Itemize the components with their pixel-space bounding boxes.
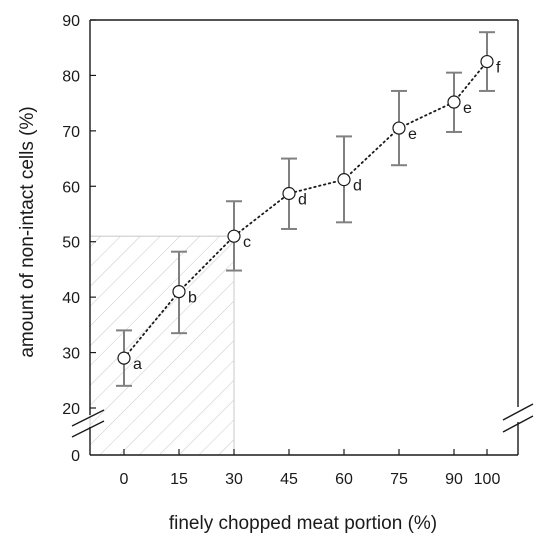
y-tick-label: 30 — [62, 346, 80, 363]
x-tick-label: 30 — [225, 471, 243, 488]
x-tick-label: 60 — [335, 471, 353, 488]
right-axis-break-mark — [502, 415, 534, 433]
x-tick-label: 75 — [390, 471, 408, 488]
data-point — [392, 121, 406, 135]
y-tick-label: 70 — [62, 124, 80, 141]
point-label: e — [408, 126, 417, 143]
data-point-layer — [117, 54, 494, 365]
right-axis-break-mark — [502, 403, 534, 421]
data-point — [172, 285, 186, 299]
point-label-layer: a b c d d e e f — [133, 60, 501, 374]
data-point — [447, 95, 461, 109]
point-label: d — [298, 191, 307, 208]
data-point — [480, 54, 494, 69]
point-label: b — [188, 290, 197, 307]
y-tick-label: 80 — [62, 68, 80, 85]
data-point — [117, 351, 131, 365]
x-tick-label: 100 — [474, 471, 501, 488]
tick-label-layer: 0 20 30 40 50 60 70 80 90 0 15 30 45 60 75 90 100 — [62, 13, 500, 488]
y-tick-label: 50 — [62, 235, 80, 252]
y-axis-title: amount of non-intact cells (%) — [17, 106, 38, 357]
shaded-region — [89, 235, 235, 456]
data-point — [337, 173, 351, 187]
y-tick-label: 40 — [62, 290, 80, 307]
point-label: c — [243, 234, 251, 251]
point-label: a — [133, 356, 142, 373]
x-tick-label: 45 — [280, 471, 298, 488]
x-axis-title: finely chopped meat portion (%) — [169, 513, 437, 534]
y-axis-break-mark — [71, 409, 105, 427]
point-label: d — [353, 178, 362, 195]
x-tick-label: 0 — [120, 471, 129, 488]
y-axis-break-mark — [71, 420, 105, 438]
data-point — [282, 186, 296, 201]
y-tick-label: 90 — [62, 13, 80, 30]
error-bar-layer — [116, 31, 495, 387]
y-tick-label: 0 — [71, 448, 80, 465]
axes-layer — [71, 19, 534, 456]
point-label: e — [463, 100, 472, 117]
x-tick-label: 90 — [445, 471, 463, 488]
y-tick-label: 60 — [62, 179, 80, 196]
x-tick-label: 15 — [170, 471, 188, 488]
y-tick-label: 20 — [62, 401, 80, 418]
series-line — [123, 60, 488, 360]
series-line-layer — [123, 60, 488, 360]
data-point — [227, 229, 241, 243]
point-label: f — [496, 60, 501, 77]
shaded-region-layer — [89, 235, 235, 456]
